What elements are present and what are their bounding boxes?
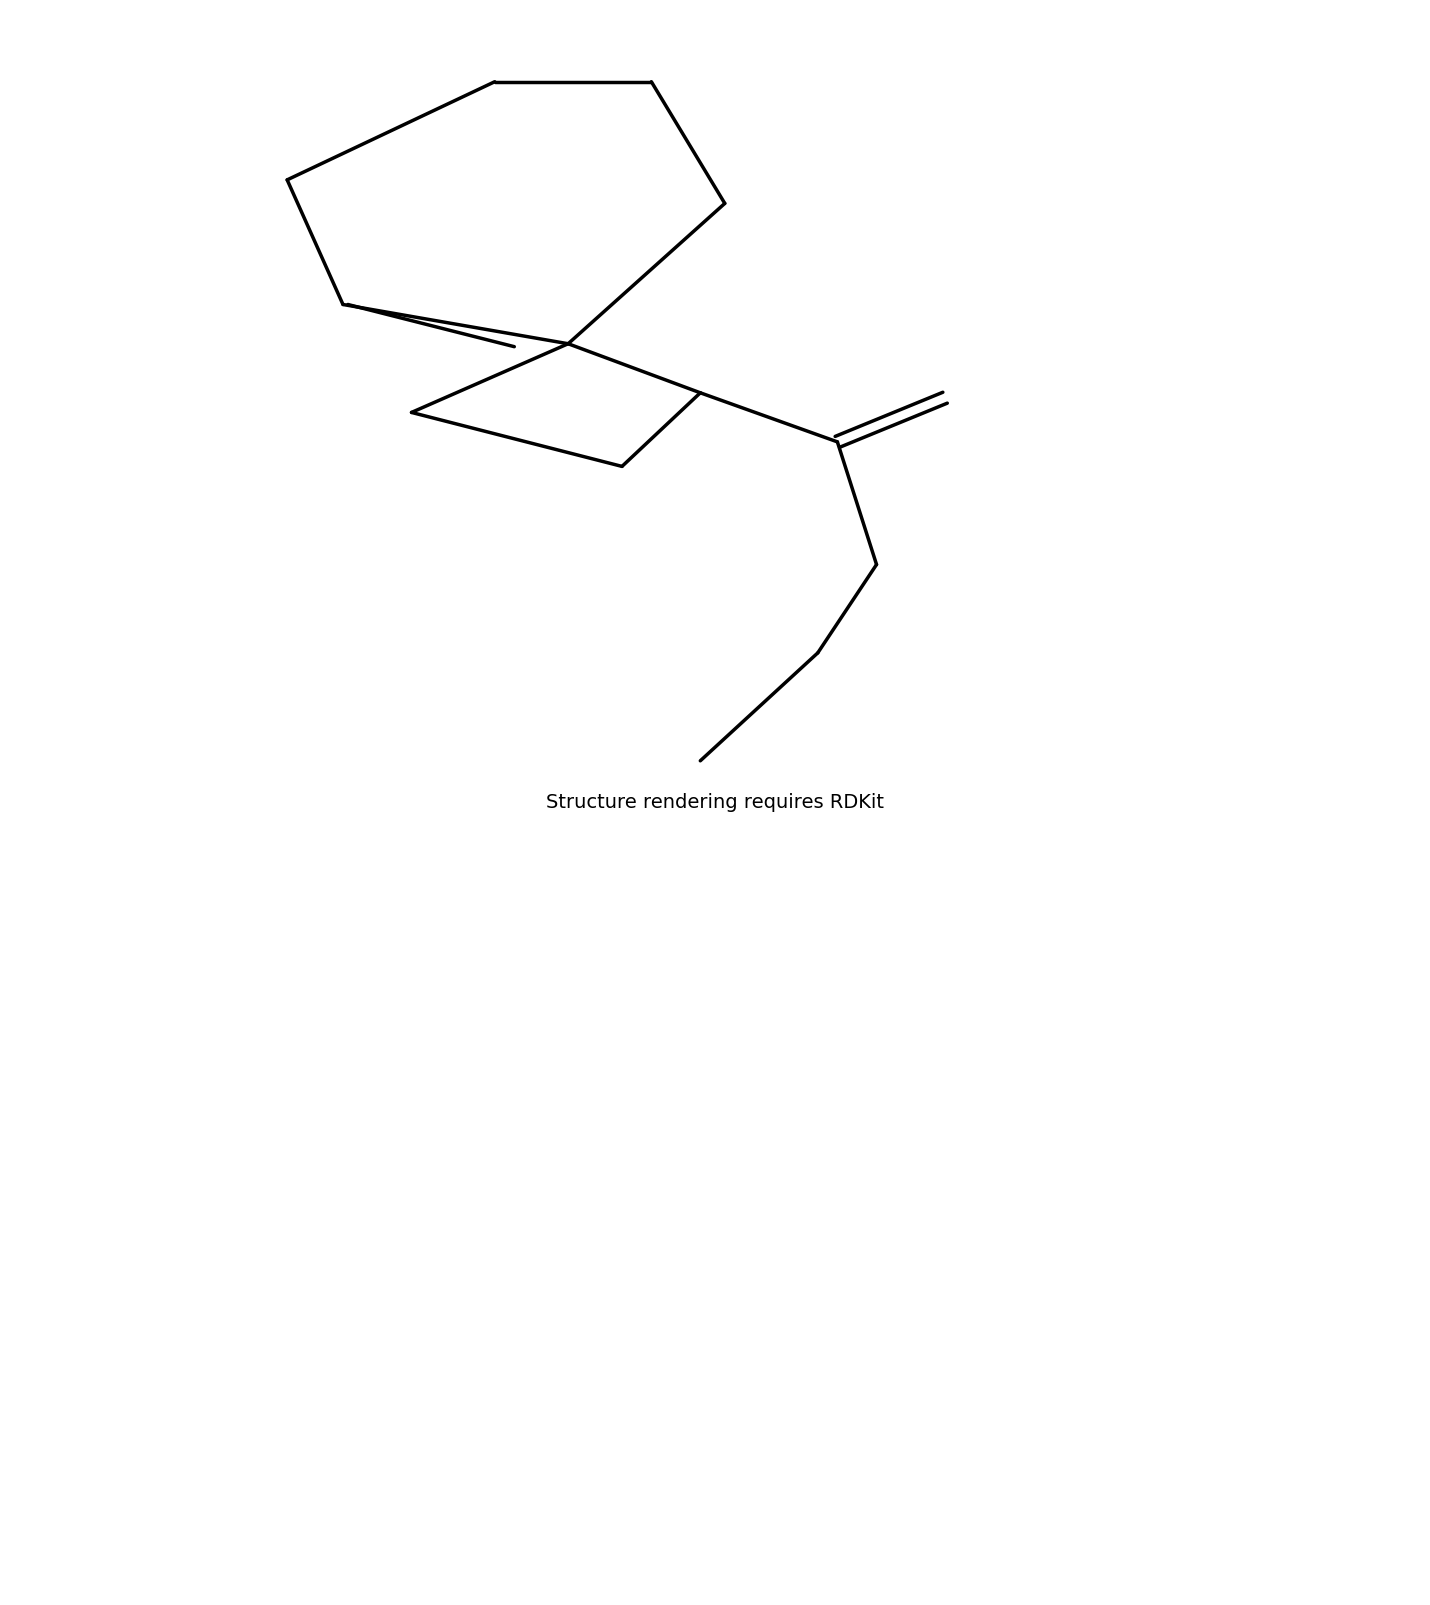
Text: Structure rendering requires RDKit: Structure rendering requires RDKit xyxy=(546,793,884,812)
